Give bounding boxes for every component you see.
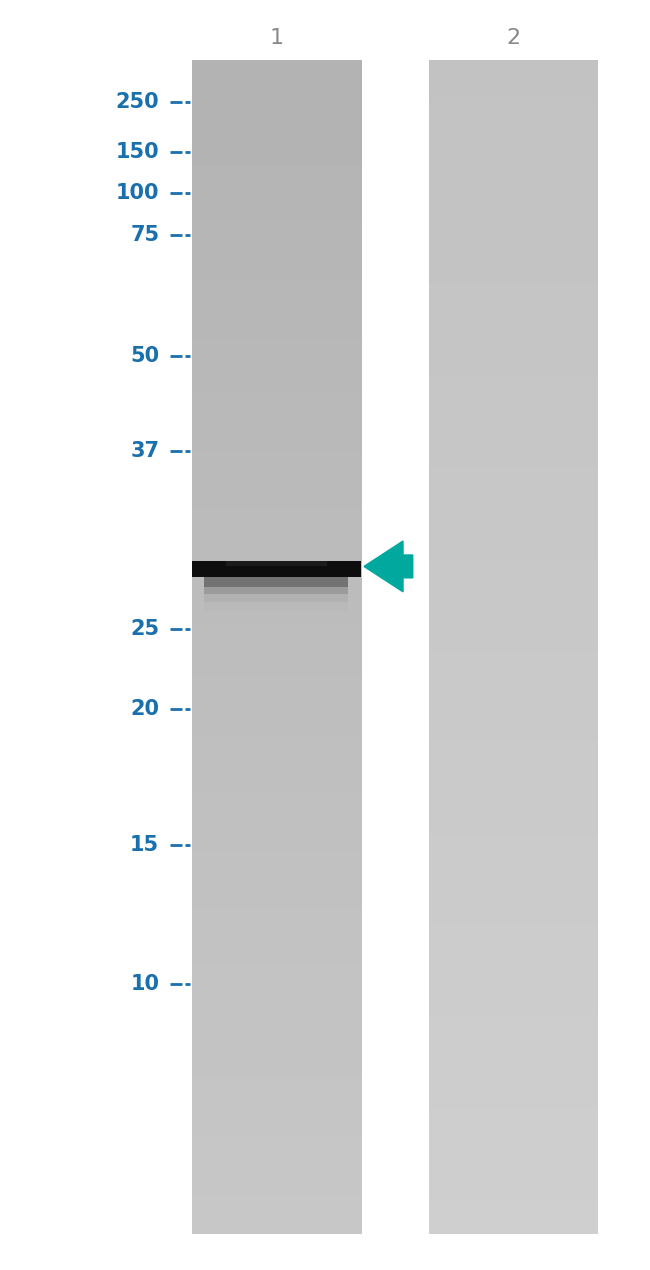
Text: 15: 15 (130, 834, 159, 855)
Text: 150: 150 (116, 142, 159, 163)
Text: 100: 100 (116, 183, 159, 203)
Text: 20: 20 (130, 698, 159, 719)
Text: 1: 1 (269, 28, 283, 48)
Bar (204, 577, 348, 610)
Bar (226, 561, 327, 566)
Bar (204, 577, 348, 602)
Text: 250: 250 (116, 91, 159, 112)
FancyArrow shape (364, 541, 413, 592)
Bar (192, 561, 361, 577)
Bar (204, 577, 348, 587)
Text: 37: 37 (130, 441, 159, 461)
Text: 50: 50 (130, 345, 159, 366)
Text: 2: 2 (506, 28, 521, 48)
Text: 25: 25 (130, 618, 159, 639)
Text: 10: 10 (130, 974, 159, 994)
Text: 75: 75 (130, 225, 159, 245)
Bar (204, 577, 348, 594)
